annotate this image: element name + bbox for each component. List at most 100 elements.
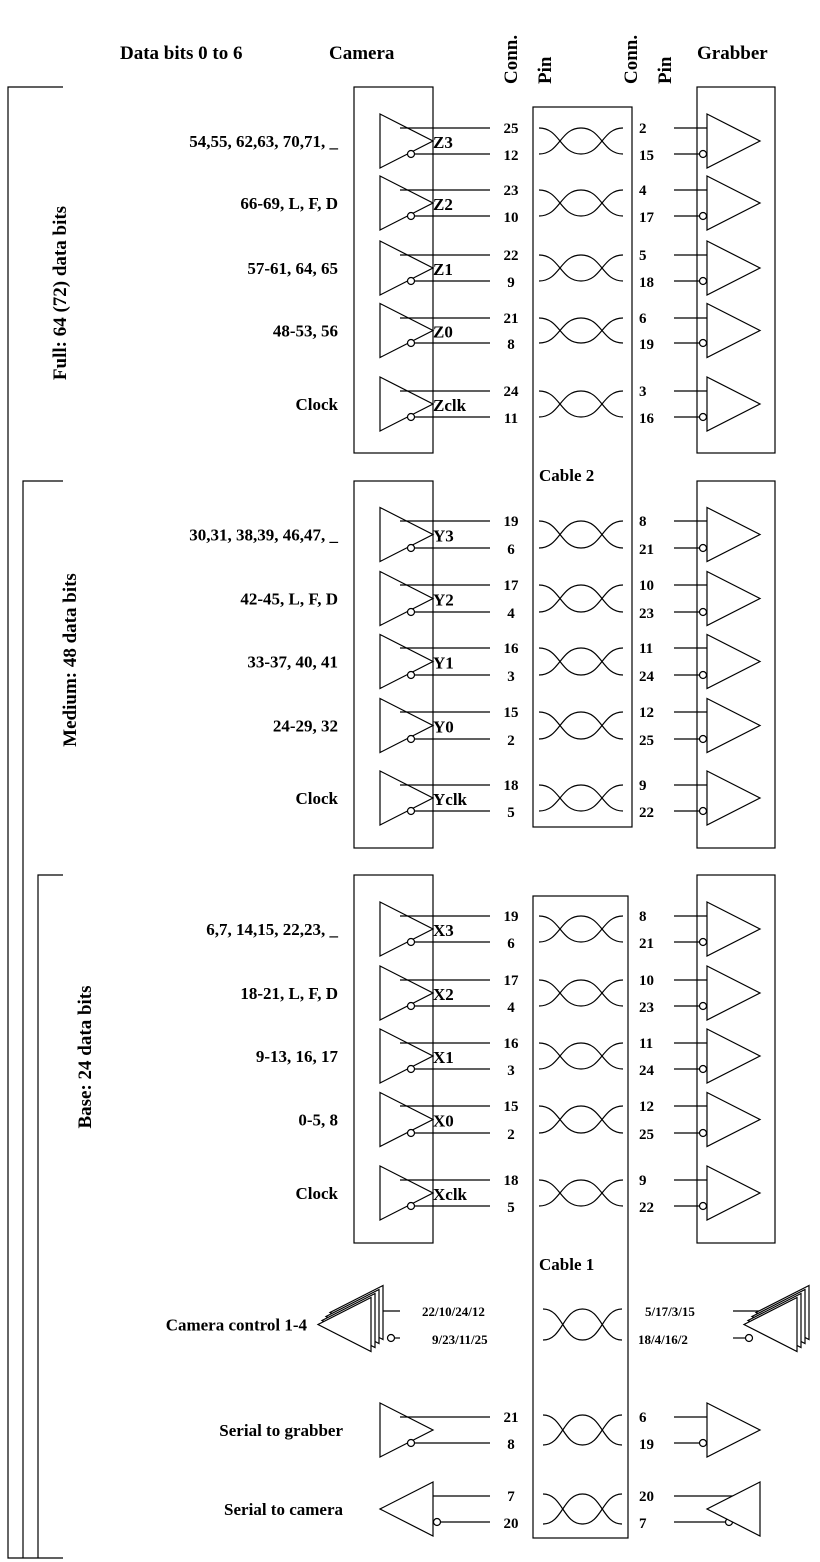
header-grabber: Grabber bbox=[697, 43, 768, 64]
signal-row-yclk: Clock Yclk 18 5 9 22 bbox=[296, 770, 762, 826]
grabber-pin-minus: 17 bbox=[639, 210, 655, 226]
inversion-bubble bbox=[698, 1438, 708, 1448]
grabber-receiver-icon bbox=[706, 1091, 762, 1148]
data-bits-label: 18-21, L, F, D bbox=[240, 984, 338, 1003]
signal-label: Serial to camera bbox=[224, 1500, 343, 1519]
inversion-bubble bbox=[406, 1001, 416, 1011]
inversion-bubble bbox=[406, 1128, 416, 1138]
grabber-pin-minus: 21 bbox=[639, 936, 654, 952]
camera-pin-plus: 16 bbox=[504, 641, 520, 657]
grabber-pin-minus: 25 bbox=[639, 733, 654, 749]
grabber-pin-minus: 18/4/16/2 bbox=[638, 1332, 688, 1347]
grabber-pin-minus: 19 bbox=[639, 337, 654, 353]
cable-1-connector bbox=[532, 895, 629, 1539]
inversion-bubble bbox=[406, 734, 416, 744]
signal-row-camera-control-1-4: Camera control 1-4 22/10/24/12 9/23/11/25 5… bbox=[166, 1284, 810, 1353]
inversion-bubble bbox=[698, 211, 708, 221]
header-camera: Camera bbox=[329, 43, 395, 64]
bracket-full bbox=[7, 86, 63, 1559]
inversion-bubble bbox=[406, 607, 416, 617]
inversion-bubble bbox=[698, 276, 708, 286]
header-conn-left: Conn. bbox=[501, 35, 522, 84]
inversion-bubble bbox=[698, 543, 708, 553]
grabber-pin-minus: 15 bbox=[639, 148, 654, 164]
grabber-receiver-icon bbox=[706, 697, 762, 754]
inversion-bubble bbox=[406, 211, 416, 221]
camera-pin-minus: 2 bbox=[507, 1127, 515, 1143]
signal-row-z0: 48-53, 56 Z0 21 8 6 19 bbox=[273, 302, 762, 359]
cable-2-connector bbox=[532, 106, 633, 828]
grabber-pin-plus: 5 bbox=[639, 248, 647, 264]
camera-pin-minus: 20 bbox=[504, 1516, 519, 1532]
signal-row-x3: 6,7, 14,15, 22,23, _ X3 19 6 8 21 bbox=[206, 901, 762, 957]
signal-name: Y0 bbox=[433, 718, 454, 737]
signal-row-y3: 30,31, 38,39, 46,47, _ Y3 19 6 8 21 bbox=[189, 506, 762, 563]
camera-pin-plus: 15 bbox=[504, 705, 519, 721]
data-bits-label: 9-13, 16, 17 bbox=[256, 1047, 339, 1066]
header-conn-right: Conn. bbox=[621, 35, 642, 84]
grabber-pin-plus: 6 bbox=[639, 311, 647, 327]
grabber-receiver-icon bbox=[706, 376, 762, 432]
grabber-pin-minus: 21 bbox=[639, 542, 654, 558]
camera-pin-plus: 18 bbox=[504, 778, 519, 794]
grabber-pin-plus: 9 bbox=[639, 1173, 647, 1189]
camera-pin-plus: 21 bbox=[504, 1410, 519, 1426]
data-bits-label: 48-53, 56 bbox=[273, 322, 338, 341]
signal-row-y0: 24-29, 32 Y0 15 2 12 25 bbox=[273, 697, 762, 754]
camera-pin-plus: 15 bbox=[504, 1099, 519, 1115]
camera-pin-plus: 16 bbox=[504, 1036, 520, 1052]
inversion-bubble bbox=[406, 670, 416, 680]
grabber-receiver-icon bbox=[706, 113, 762, 169]
data-bits-label: Clock bbox=[296, 789, 339, 808]
inversion-bubble bbox=[406, 276, 416, 286]
signal-name: X1 bbox=[433, 1048, 454, 1067]
grabber-pin-minus: 19 bbox=[639, 1437, 654, 1453]
grabber-pin-minus: 25 bbox=[639, 1127, 654, 1143]
data-bits-label: 33-37, 40, 41 bbox=[247, 653, 338, 672]
camera-pin-minus: 8 bbox=[507, 337, 515, 353]
data-bits-label: 0-5, 8 bbox=[298, 1111, 338, 1130]
grabber-pin-minus: 7 bbox=[639, 1516, 647, 1532]
grabber-receiver-icon bbox=[706, 1402, 762, 1458]
camera-pin-plus: 19 bbox=[504, 909, 519, 925]
grabber-pin-plus: 3 bbox=[639, 384, 647, 400]
inversion-bubble bbox=[406, 338, 416, 348]
signal-label: Camera control 1-4 bbox=[166, 1316, 308, 1335]
signal-row-y1: 33-37, 40, 41 Y1 16 3 11 24 bbox=[247, 633, 762, 690]
inversion-bubble bbox=[698, 1064, 708, 1074]
signal-name: Xclk bbox=[433, 1185, 468, 1204]
camera-pin-minus: 4 bbox=[507, 1000, 515, 1016]
grabber-receiver-icon bbox=[706, 1165, 762, 1221]
camera-receiver-icon bbox=[378, 1481, 434, 1537]
inversion-bubble bbox=[698, 1001, 708, 1011]
grabber-driver-stack-icon bbox=[742, 1296, 798, 1353]
grabber-pin-plus: 5/17/3/15 bbox=[645, 1304, 695, 1319]
grabber-driver-icon bbox=[705, 1481, 761, 1537]
inversion-bubble bbox=[698, 1201, 708, 1211]
camera-pin-minus: 6 bbox=[507, 542, 515, 558]
camera-pin-plus: 19 bbox=[504, 514, 519, 530]
grabber-pin-plus: 10 bbox=[639, 578, 654, 594]
data-bits-label: Clock bbox=[296, 395, 339, 414]
grabber-pin-minus: 22 bbox=[639, 805, 654, 821]
grabber-pin-plus: 11 bbox=[639, 1036, 653, 1052]
camera-pin-minus: 9 bbox=[507, 275, 515, 291]
camera-pin-plus: 17 bbox=[504, 973, 520, 989]
signal-row-serial-to-grabber: Serial to grabber 21 8 6 19 bbox=[219, 1402, 762, 1458]
header-pin-right: Pin bbox=[655, 56, 676, 84]
inversion-bubble bbox=[698, 149, 708, 159]
signal-row-serial-to-camera: Serial to camera 7 20 20 7 bbox=[224, 1481, 761, 1537]
grabber-pin-minus: 23 bbox=[639, 606, 654, 622]
signal-row-x1: 9-13, 16, 17 X1 16 3 11 24 bbox=[256, 1028, 762, 1084]
inversion-bubble bbox=[386, 1333, 396, 1343]
camera-driver-icon bbox=[379, 1402, 435, 1458]
inversion-bubble bbox=[406, 1064, 416, 1074]
grabber-receiver-icon bbox=[706, 506, 762, 563]
camera-pin-plus: 25 bbox=[504, 121, 519, 137]
camera-pin-minus: 8 bbox=[507, 1437, 515, 1453]
signal-name: Yclk bbox=[433, 790, 468, 809]
signal-label: Serial to grabber bbox=[219, 1421, 343, 1440]
data-bits-label: 6,7, 14,15, 22,23, _ bbox=[206, 920, 338, 939]
header-data-bits: Data bits 0 to 6 bbox=[120, 43, 242, 64]
